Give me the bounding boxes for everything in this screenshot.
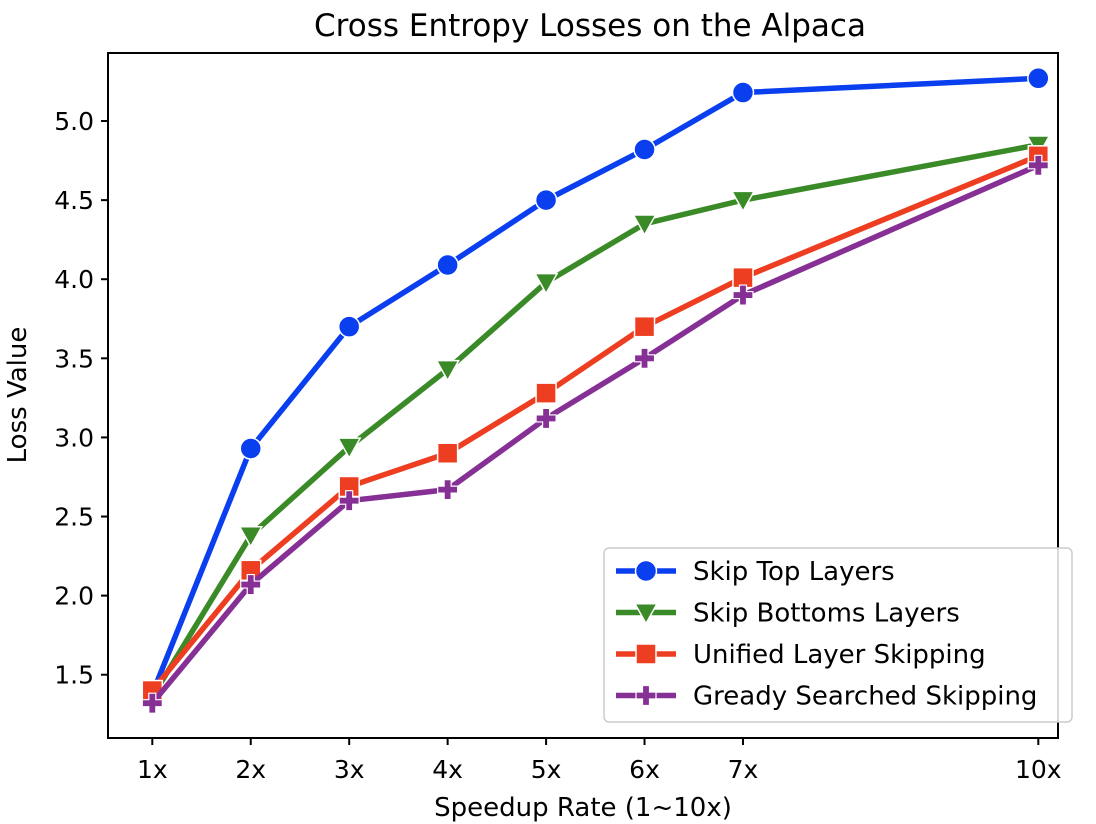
legend-marker (633, 602, 659, 626)
y-tick-label: 1.5 (54, 661, 94, 690)
legend-marker (635, 643, 657, 665)
data-point (633, 347, 656, 369)
series-line (149, 153, 1042, 694)
x-tick-label: 4x (432, 755, 463, 784)
y-tick-label: 2.5 (54, 503, 94, 532)
data-point (336, 437, 362, 460)
data-point (633, 138, 656, 161)
legend-label: Skip Bottoms Layers (693, 599, 960, 629)
x-tick-label: 6x (629, 755, 660, 784)
y-tick-label: 4.5 (54, 186, 94, 215)
y-tick-label: 4.0 (54, 265, 94, 294)
data-point (436, 253, 459, 277)
data-point (238, 525, 264, 549)
legend-item: Skip Bottoms Layers (616, 599, 960, 629)
x-tick-label: 5x (531, 755, 562, 784)
data-point (535, 407, 557, 430)
x-tick-label: 10x (1015, 755, 1062, 784)
data-point (141, 692, 163, 714)
legend-box (603, 547, 1073, 723)
plot-frame (107, 52, 1059, 739)
data-point (632, 214, 657, 237)
series-line (149, 75, 1042, 697)
data-point (337, 315, 361, 338)
data-point (535, 382, 557, 404)
legend-marker (634, 559, 658, 583)
series-4 (141, 154, 1049, 714)
data-point (730, 190, 756, 213)
y-axis: 1.5 2.0 2.5 3.0 3.5 4.0 4.5 5.0 (54, 107, 108, 690)
x-tick-label: 3x (334, 755, 365, 784)
y-tick-label: 5.0 (54, 107, 94, 136)
data-point (240, 573, 262, 596)
y-tick-label: 3.5 (54, 344, 94, 373)
legend-label: Gready Searched Skipping (693, 682, 1037, 712)
series-line (149, 162, 1042, 706)
data-point (338, 490, 360, 512)
legend-label: Skip Top Layers (693, 557, 895, 587)
y-axis-label: Loss Value (3, 327, 33, 464)
chart-title: Cross Entropy Losses on the Alpaca (314, 8, 866, 44)
x-axis-label: Speedup Rate (1~10x) (434, 793, 732, 823)
data-point (1027, 154, 1049, 176)
legend-item: Skip Top Layers (616, 557, 895, 587)
legend-item: Unified Layer Skipping (616, 640, 986, 670)
data-point (437, 479, 459, 501)
data-point (239, 437, 262, 460)
x-axis: 1x 2x 3x 4x 5x 6x 7x 10x (137, 738, 1062, 784)
data-point (1027, 67, 1050, 90)
data-point (436, 442, 459, 464)
legend-item: Gready Searched Skipping (616, 682, 1037, 712)
y-tick-label: 2.0 (54, 582, 94, 611)
legend-label: Unified Layer Skipping (693, 640, 986, 670)
data-point (732, 284, 754, 306)
series-2 (140, 135, 1051, 710)
x-tick-label: 1x (137, 755, 168, 784)
data-point (435, 359, 460, 382)
x-tick-label: 2x (235, 755, 266, 784)
data-point (534, 188, 558, 212)
legend-marker (635, 684, 657, 707)
data-point (533, 272, 559, 295)
series-line (149, 142, 1042, 700)
y-tick-label: 3.0 (54, 423, 94, 452)
series-1 (141, 67, 1050, 705)
x-tick-label: 7x (728, 755, 759, 784)
legend: Skip Top Layers Skip Bottoms Layers Unifie… (603, 547, 1073, 723)
data-point (731, 81, 755, 104)
plot-area (140, 67, 1051, 714)
data-point (633, 315, 656, 338)
